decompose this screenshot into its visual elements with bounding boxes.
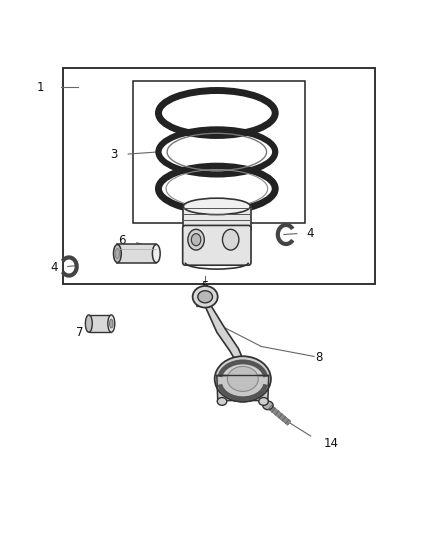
Ellipse shape — [191, 233, 201, 246]
Ellipse shape — [188, 229, 204, 250]
Text: 8: 8 — [315, 351, 322, 364]
Ellipse shape — [259, 398, 268, 405]
FancyBboxPatch shape — [183, 225, 251, 265]
Bar — [89, 315, 111, 332]
Ellipse shape — [85, 315, 92, 332]
Text: 1: 1 — [37, 80, 45, 93]
Text: 3: 3 — [111, 148, 118, 160]
Ellipse shape — [110, 319, 113, 328]
Ellipse shape — [184, 198, 251, 215]
FancyBboxPatch shape — [183, 206, 251, 230]
Ellipse shape — [113, 245, 121, 263]
Text: 5: 5 — [201, 280, 209, 293]
Bar — [117, 245, 156, 263]
Polygon shape — [217, 375, 269, 401]
Text: 7: 7 — [76, 326, 84, 339]
Ellipse shape — [115, 248, 120, 259]
Ellipse shape — [156, 162, 278, 215]
Ellipse shape — [223, 229, 239, 250]
Text: 9: 9 — [219, 375, 227, 387]
Text: 4: 4 — [306, 227, 314, 240]
Ellipse shape — [152, 245, 160, 263]
Ellipse shape — [156, 126, 278, 178]
Ellipse shape — [198, 290, 212, 303]
Ellipse shape — [263, 401, 273, 410]
Ellipse shape — [215, 356, 271, 402]
Text: 14: 14 — [324, 437, 339, 450]
Ellipse shape — [217, 398, 227, 405]
Text: 4: 4 — [50, 261, 57, 274]
Bar — [133, 80, 305, 223]
Polygon shape — [197, 303, 246, 368]
Ellipse shape — [193, 286, 218, 308]
Ellipse shape — [108, 315, 115, 332]
Text: 6: 6 — [118, 234, 125, 247]
Bar — [64, 68, 374, 284]
Ellipse shape — [227, 367, 258, 391]
Ellipse shape — [156, 86, 278, 139]
